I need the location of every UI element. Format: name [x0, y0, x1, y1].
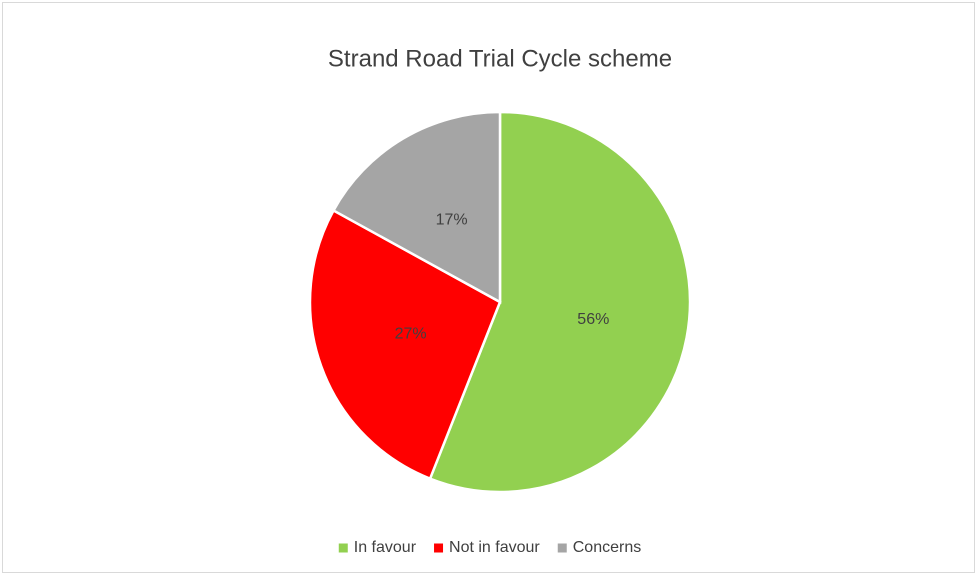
- legend-swatch: [338, 543, 348, 553]
- legend-label: Concerns: [573, 539, 641, 556]
- data-label: 27%: [395, 325, 427, 342]
- pie-slice: [308, 208, 502, 481]
- legend-label: Not in favour: [449, 539, 540, 556]
- legend-swatch: [434, 543, 444, 553]
- chart-title: Strand Road Trial Cycle scheme: [328, 45, 672, 72]
- legend-label: In favour: [354, 539, 417, 556]
- data-label: 56%: [577, 311, 609, 328]
- pie-slice: [428, 110, 692, 494]
- pie-slice: [331, 110, 502, 305]
- data-label: 17%: [436, 211, 468, 228]
- legend-swatch: [557, 543, 567, 553]
